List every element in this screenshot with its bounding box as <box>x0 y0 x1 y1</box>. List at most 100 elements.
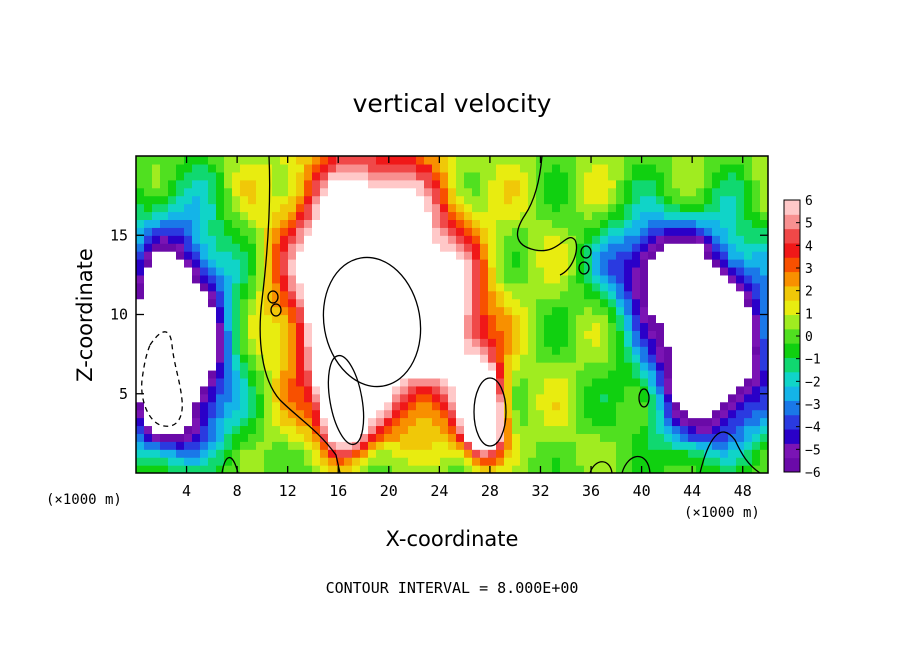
colorbar-tick-label: 2 <box>805 285 813 300</box>
heatmap-cell <box>384 362 393 371</box>
heatmap-cell <box>224 425 233 434</box>
heatmap-cell <box>272 219 281 228</box>
heatmap-cell <box>344 393 353 403</box>
heatmap-cell <box>392 322 401 331</box>
heatmap-cell <box>288 322 297 331</box>
heatmap-cell <box>488 457 497 466</box>
heatmap-cell <box>736 243 745 252</box>
heatmap-cell <box>656 330 665 339</box>
heatmap-cell <box>400 465 409 473</box>
heatmap-cell <box>176 354 185 363</box>
heatmap-cell <box>360 243 369 252</box>
heatmap-cell <box>544 211 553 220</box>
heatmap-cell <box>608 179 617 189</box>
heatmap-cell <box>656 369 665 379</box>
heatmap-cell <box>480 401 489 411</box>
heatmap-cell <box>568 457 577 466</box>
heatmap-cell <box>632 219 641 228</box>
heatmap-cell <box>376 211 385 220</box>
heatmap-cell <box>328 259 337 268</box>
heatmap-cell <box>264 338 273 347</box>
heatmap-cell <box>288 227 297 236</box>
heatmap-cell <box>448 227 457 236</box>
heatmap-cell <box>352 457 361 466</box>
heatmap-cell <box>160 433 169 442</box>
heatmap-cell <box>136 369 145 379</box>
heatmap-cell <box>456 346 465 355</box>
heatmap-cell <box>624 417 633 427</box>
heatmap-cell <box>384 338 393 347</box>
heatmap-cell <box>152 179 161 189</box>
heatmap-cell <box>744 227 753 236</box>
heatmap-cell <box>712 195 721 205</box>
heatmap-cell <box>760 433 768 442</box>
heatmap-cell <box>544 322 553 331</box>
heatmap-cell <box>248 171 257 181</box>
heatmap-cell <box>192 274 201 284</box>
heatmap-cell <box>616 251 625 260</box>
heatmap-cell <box>424 393 433 403</box>
heatmap-cell <box>496 187 505 197</box>
heatmap-cell <box>288 274 297 284</box>
heatmap-cell <box>736 362 745 371</box>
heatmap-cell <box>288 449 297 458</box>
heatmap-cell <box>472 156 481 165</box>
heatmap-cell <box>168 465 177 473</box>
heatmap-cell <box>384 322 393 331</box>
heatmap-cell <box>448 457 457 466</box>
heatmap-cell <box>544 282 553 292</box>
heatmap-cell <box>512 330 521 339</box>
heatmap-cell <box>664 322 673 331</box>
heatmap-cell <box>296 203 305 213</box>
heatmap-cell <box>488 465 497 473</box>
heatmap-cell <box>184 266 193 276</box>
heatmap-cell <box>696 298 705 308</box>
heatmap-cell <box>456 330 465 339</box>
heatmap-cell <box>464 227 473 236</box>
heatmap-cell <box>408 377 417 387</box>
heatmap-cell <box>408 274 417 284</box>
heatmap-cell <box>464 274 473 284</box>
heatmap-cell <box>256 259 265 268</box>
heatmap-cell <box>216 203 225 213</box>
heatmap-cell <box>368 433 377 442</box>
heatmap-cell <box>640 417 649 427</box>
heatmap-cell <box>720 441 729 450</box>
heatmap-cell <box>312 362 321 371</box>
heatmap-cell <box>216 290 225 300</box>
heatmap-cell <box>576 417 585 427</box>
heatmap-cell <box>168 274 177 284</box>
x-tick-label: 4 <box>182 482 191 500</box>
heatmap-cell <box>232 369 241 379</box>
heatmap-cell <box>392 441 401 450</box>
heatmap-cell <box>576 346 585 355</box>
heatmap-cell <box>448 274 457 284</box>
heatmap-cell <box>288 377 297 387</box>
heatmap-cell <box>528 235 537 244</box>
heatmap-cell <box>264 433 273 442</box>
heatmap-cell <box>216 171 225 181</box>
contour-small-b <box>270 303 282 317</box>
heatmap-cell <box>200 346 209 355</box>
heatmap-cell <box>656 243 665 252</box>
heatmap-cell <box>504 156 513 165</box>
heatmap-cell <box>504 179 513 189</box>
heatmap-cell <box>416 346 425 355</box>
heatmap-cell <box>320 425 329 434</box>
heatmap-cell <box>424 362 433 371</box>
heatmap-cell <box>576 171 585 181</box>
heatmap-cell <box>280 465 289 473</box>
heatmap-cell <box>160 298 169 308</box>
heatmap-cell <box>408 330 417 339</box>
heatmap-cell <box>728 441 737 450</box>
heatmap-cell <box>328 441 337 450</box>
heatmap-cell <box>528 322 537 331</box>
heatmap-cell <box>584 163 593 173</box>
heatmap-cell <box>416 219 425 228</box>
heatmap-cell <box>600 449 609 458</box>
heatmap-cell <box>168 330 177 339</box>
heatmap-cell <box>560 393 569 403</box>
heatmap-cell <box>272 393 281 403</box>
heatmap-cell <box>208 465 217 473</box>
heatmap-cell <box>384 449 393 458</box>
